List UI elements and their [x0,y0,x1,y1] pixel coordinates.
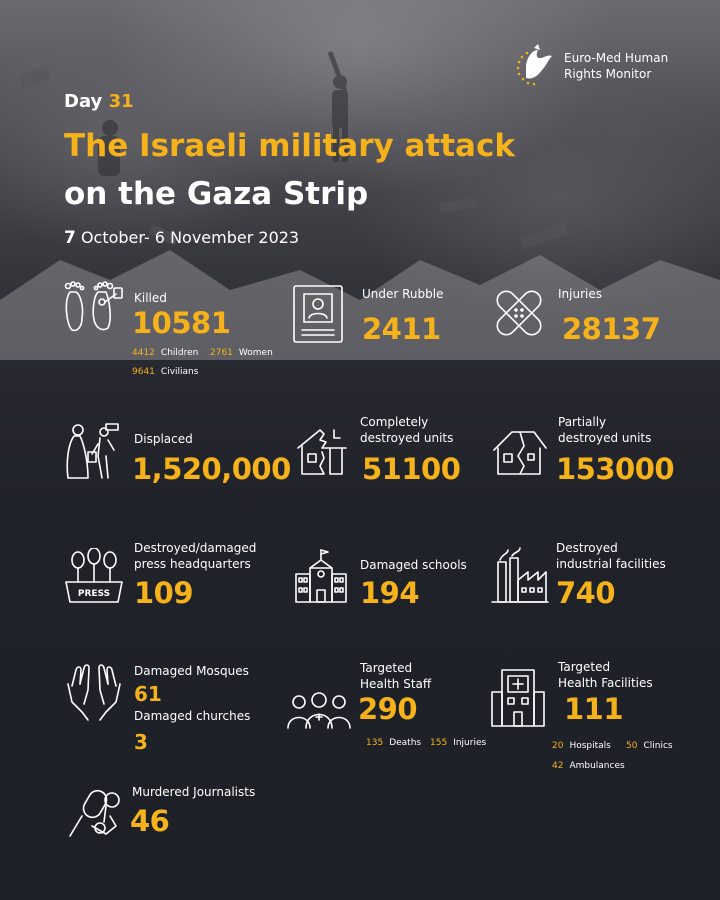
euro-med-logo: Euro-Med Human Rights Monitor [512,44,682,88]
health-facilities-label-1: Targeted [558,660,611,674]
date-day: 7 [64,228,76,248]
press-label-1: Destroyed/damaged [134,541,257,555]
clinics-label: Clinics [643,741,673,751]
day-number: 31 [108,91,134,112]
schools-label: Damaged schools [360,558,467,572]
ambulances-label: Ambulances [569,761,625,771]
women-value: 2761 [210,348,233,358]
partially-destroyed-label-1: Partially [558,415,607,429]
logo-text: Euro-Med Human Rights Monitor [564,50,668,82]
title-line-1: The Israeli military attack [64,128,515,164]
date-rest: October- 6 November 2023 [80,228,300,247]
health-staff-group-icon [287,692,351,729]
id-card-icon [293,285,343,343]
under-rubble-value: 2411 [362,312,441,346]
injuries-label: Injuries [558,287,602,301]
rubble-background-image [0,51,720,360]
killed-value: 10581 [132,306,231,340]
factory-icon [491,547,549,603]
feet-icon [64,281,123,332]
damaged-house-icon [493,431,547,475]
hospitals-value: 20 [552,741,564,751]
ambulances-value: 42 [552,761,564,771]
women-label: Women [238,348,273,358]
handcuffed-microphone-icon [69,789,120,837]
destroyed-house-icon [297,429,347,475]
clinics-value: 50 [626,741,638,751]
journalists-value: 46 [130,804,170,838]
health-staff-label-1: Targeted [360,661,413,675]
logo-line2: Rights Monitor [564,67,652,81]
mosques-value: 61 [134,682,162,706]
displaced-people-icon [66,423,119,479]
press-icon-text: PRESS [78,589,110,599]
day-label: Day 31 [64,91,134,112]
journalists-label: Murdered Journalists [132,785,256,799]
industrial-label-2: industrial facilities [556,557,666,571]
press-microphones-icon: PRESS [65,548,123,603]
industrial-value: 740 [556,576,616,610]
killed-women: 2761 Women [210,348,273,358]
children-value: 4412 [132,348,155,358]
school-building-icon [295,549,347,603]
health-staff-label-2: Health Staff [360,677,432,691]
schools-value: 194 [360,576,420,610]
hospitals-stat: 20 Hospitals [552,741,611,751]
civilians-label: Civilians [160,367,199,377]
injuries-value: 28137 [562,312,661,346]
displaced-label: Displaced [134,432,193,446]
killed-civilians: 9641 Civilians [132,367,198,377]
partially-destroyed-value: 153000 [556,452,675,486]
killed-label: Killed [134,291,167,305]
health-staff-deaths: 135 Deaths [366,738,421,748]
displaced-value: 1,520,000 [132,452,291,486]
hospital-icon [491,669,545,727]
partially-destroyed-label: Partially destroyed units [558,414,651,446]
ambulances-stat: 42 Ambulances [552,761,625,771]
health-facilities-label-2: Health Facilities [558,676,653,690]
completely-destroyed-value: 51100 [362,452,461,486]
staff-deaths-value: 135 [366,738,384,748]
title-line-2: on the Gaza Strip [64,176,369,212]
completely-destroyed-label-2: destroyed units [360,431,454,445]
staff-injuries-value: 155 [430,738,448,748]
churches-label: Damaged churches [134,709,251,723]
churches-value: 3 [134,730,148,754]
clinics-stat: 50 Clinics [626,741,673,751]
staff-injuries-label: Injuries [453,738,487,748]
praying-hands-icon [67,664,121,721]
completely-destroyed-label-1: Completely [360,415,429,429]
health-facilities-label: Targeted Health Facilities [558,659,653,691]
hospitals-label: Hospitals [569,741,611,751]
civilians-value: 9641 [132,367,155,377]
killed-children: 4412 Children [132,348,198,358]
bandage-icon [496,290,542,336]
partially-destroyed-label-2: destroyed units [558,431,652,445]
children-label: Children [160,348,199,358]
press-value: 109 [134,576,194,610]
health-staff-value: 290 [358,692,418,726]
press-label: Destroyed/damaged press headquarters [134,540,256,572]
day-word: Day [64,91,103,112]
staff-deaths-label: Deaths [389,738,422,748]
health-staff-injuries: 155 Injuries [430,738,486,748]
health-staff-label: Targeted Health Staff [360,660,431,692]
hand-dove-logo-icon [516,44,552,86]
industrial-label-1: Destroyed [556,541,618,555]
mosques-label: Damaged Mosques [134,664,249,678]
completely-destroyed-label: Completely destroyed units [360,414,453,446]
industrial-label: Destroyed industrial facilities [556,540,666,572]
press-label-2: press headquarters [134,557,251,571]
health-facilities-value: 111 [564,692,624,726]
date-range: 7 October- 6 November 2023 [64,228,299,248]
logo-line1: Euro-Med Human [564,51,669,65]
under-rubble-label: Under Rubble [362,287,444,301]
